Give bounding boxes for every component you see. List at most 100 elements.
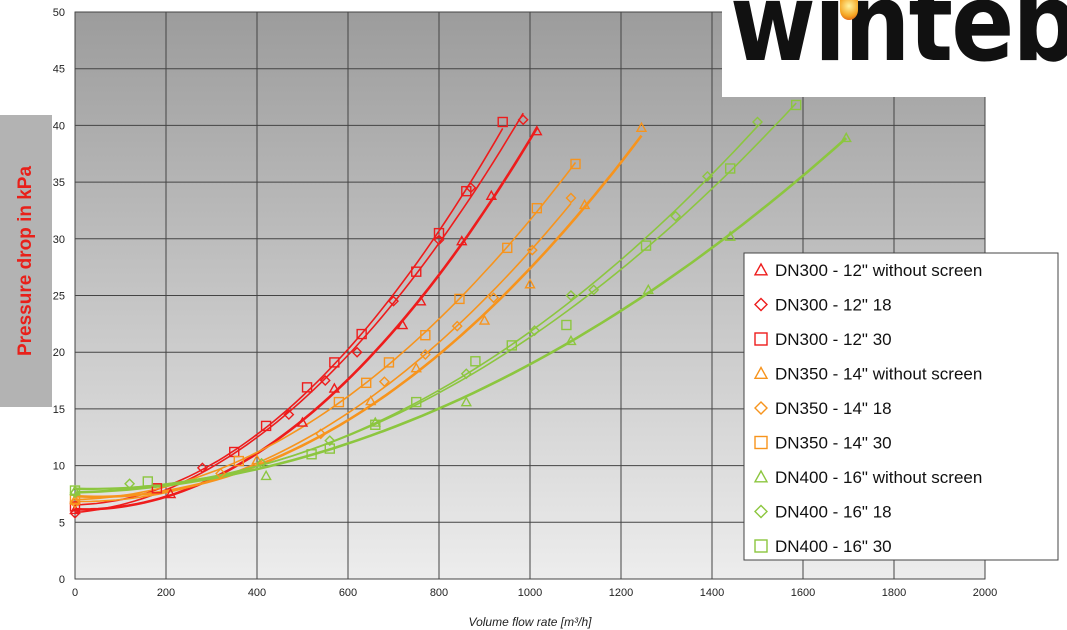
data-point: [329, 357, 340, 368]
legend-marker: [754, 401, 768, 415]
data-point: [529, 325, 541, 337]
data-point: [365, 395, 377, 406]
x-tick-label: 2000: [973, 587, 997, 599]
data-point: [588, 284, 600, 296]
data-point: [461, 185, 472, 197]
data-point: [642, 283, 654, 295]
data-point: [790, 99, 802, 111]
data-point: [578, 198, 591, 210]
x-tick-label: 1600: [791, 587, 815, 599]
series-curve-5: [74, 162, 577, 501]
x-tick-label: 1000: [518, 587, 542, 599]
data-point: [485, 189, 498, 201]
data-point: [410, 362, 422, 373]
legend-marker: [754, 297, 768, 312]
data-point: [531, 202, 543, 214]
y-tick-label: 15: [53, 404, 65, 416]
data-point: [724, 230, 736, 241]
data-point: [640, 240, 652, 251]
data-point: [488, 292, 500, 304]
legend-label: DN350 - 14" without screen: [775, 365, 982, 384]
data-point: [151, 483, 163, 494]
legend-marker: [753, 469, 769, 483]
data-point: [433, 234, 445, 246]
data-point: [701, 170, 713, 182]
data-point: [124, 478, 136, 490]
y-axis-label-box: [0, 115, 52, 407]
series-curve-8: [75, 102, 797, 491]
legend-box: [743, 252, 1059, 561]
data-point: [670, 210, 682, 222]
data-point: [69, 507, 81, 519]
data-point: [315, 428, 327, 440]
data-point: [419, 348, 431, 360]
data-point: [260, 469, 272, 481]
data-point: [324, 435, 336, 447]
data-point: [561, 319, 572, 331]
data-point: [565, 334, 577, 346]
x-tick-label: 200: [157, 587, 175, 599]
x-tick-label: 0: [72, 587, 78, 599]
legend-label: DN350 - 14" 30: [775, 434, 892, 453]
y-tick-label: 25: [53, 291, 65, 303]
data-point: [333, 396, 345, 408]
data-point: [369, 416, 381, 427]
data-point: [460, 368, 472, 380]
legend: DN300 - 12" without screen DN300 - 12" 18…: [743, 252, 1059, 561]
x-tick-label: 1400: [700, 587, 724, 599]
data-point: [506, 340, 517, 351]
y-tick-label: 0: [59, 574, 65, 586]
data-point: [725, 163, 736, 174]
data-point: [196, 462, 208, 474]
x-axis-label: Volume flow rate [m³/h]: [469, 615, 593, 629]
series-curve-4: [75, 202, 572, 503]
series-curve-0: [74, 127, 538, 511]
legend-label: DN400 - 16" 18: [775, 503, 892, 522]
x-tick-label: 600: [339, 587, 357, 599]
legend-marker: [754, 435, 768, 450]
data-point: [451, 320, 463, 332]
x-axis-ticks: 0 200 400 600 800 1000 1200 1400 1600 1800 2000: [72, 587, 997, 599]
data-point: [415, 295, 427, 306]
data-point: [411, 396, 422, 408]
data-point: [570, 158, 581, 170]
data-point: [383, 357, 395, 368]
data-point: [69, 503, 81, 515]
data-point: [752, 116, 763, 128]
data-point: [411, 266, 422, 277]
data-point: [635, 121, 648, 132]
y-axis-ticks: 0 5 10 15 20 25 30 35 40 45 50: [53, 7, 65, 586]
data-point: [356, 328, 367, 340]
data-point: [526, 244, 538, 256]
data-point: [517, 114, 529, 126]
series-curve-6: [74, 137, 848, 494]
x-tick-label: 1200: [609, 587, 633, 599]
data-point: [460, 396, 472, 407]
y-tick-label: 5: [59, 517, 65, 529]
data-point: [361, 377, 372, 389]
data-point: [396, 319, 409, 330]
data-point: [296, 416, 309, 427]
legend-label: DN400 - 16" 30: [775, 537, 892, 556]
legend-label: DN350 - 14" 18: [775, 399, 892, 418]
data-point: [215, 468, 227, 480]
data-point: [502, 242, 513, 254]
data-point: [565, 290, 577, 301]
data-point: [233, 455, 245, 467]
data-point: [378, 376, 390, 388]
x-tick-label: 800: [430, 587, 448, 599]
data-point: [470, 356, 481, 367]
y-tick-label: 45: [53, 64, 65, 76]
data-point: [69, 501, 81, 512]
data-point: [328, 382, 341, 393]
y-tick-label: 30: [53, 234, 65, 246]
data-point: [301, 382, 313, 393]
data-point: [420, 329, 431, 341]
data-point: [69, 487, 81, 499]
data-point: [69, 485, 81, 496]
winteb-logo: winteb: [722, 0, 1067, 97]
data-point: [69, 497, 81, 509]
legend-label: DN400 - 16" without screen: [775, 468, 982, 487]
legend-label: DN300 - 12" 18: [775, 296, 892, 315]
